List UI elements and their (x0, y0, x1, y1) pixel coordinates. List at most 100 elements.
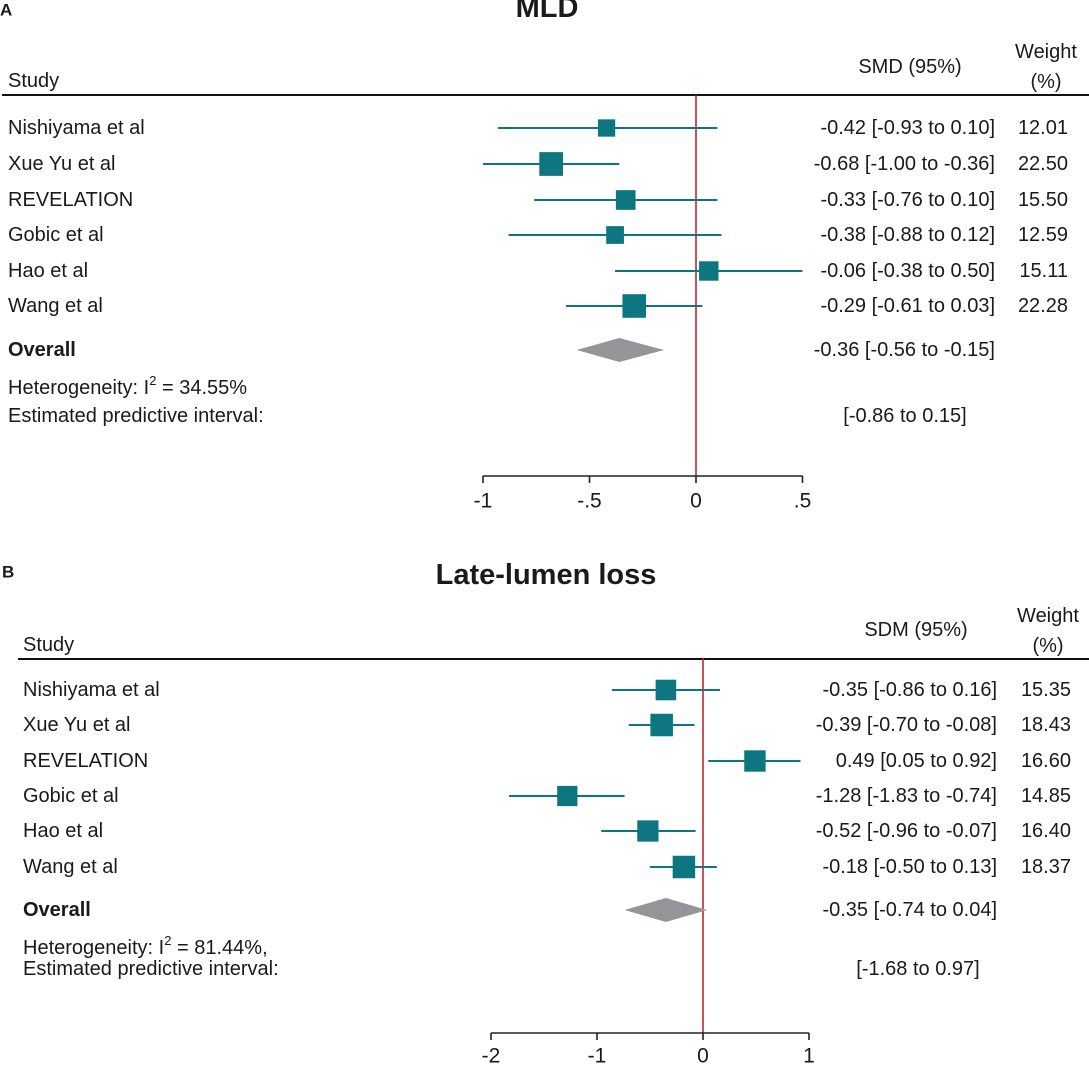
weight-text: 15.50 (1018, 189, 1068, 211)
forest-panel-a: A MLD Study SMD (95%) Weight (%) Nishiyama et … (0, 0, 1089, 513)
panel-title: Late-lumen loss (436, 559, 657, 591)
weight-text: 15.11 (1019, 260, 1068, 282)
study-row: Nishiyama et al -0.42 [-0.93 to 0.10] 12.0… (8, 117, 1068, 139)
effect-estimate-text: -0.39 [-0.70 to -0.08] (816, 714, 997, 736)
study-row: Wang et al -0.18 [-0.50 to 0.13] 18.37 (23, 855, 1071, 879)
x-tick-label: 0 (690, 490, 702, 513)
study-name: Hao et al (23, 820, 103, 842)
effect-estimate-text: -0.42 [-0.93 to 0.10] (820, 117, 995, 139)
x-tick-label: .5 (794, 490, 812, 513)
study-column-header: Study (23, 634, 74, 656)
effect-marker (744, 750, 766, 772)
overall-diamond (576, 338, 665, 362)
overall-effect-text: -0.36 [-0.56 to -0.15] (814, 339, 995, 361)
weight-text: 12.59 (1018, 224, 1068, 246)
weight-text: 14.85 (1021, 785, 1071, 807)
weight-column-header: Weight (1015, 41, 1077, 63)
x-tick-label: 0 (697, 1045, 709, 1066)
effect-estimate-text: -0.52 [-0.96 to -0.07] (816, 820, 997, 842)
overall-label: Overall (23, 899, 91, 921)
overall-row: Overall -0.35 [-0.74 to 0.04] (23, 898, 997, 922)
predictive-interval-label: Estimated predictive interval: (23, 958, 279, 980)
heterogeneity-prefix: Heterogeneity: I (8, 377, 149, 399)
effect-marker (622, 294, 647, 318)
x-tick-label: -.5 (577, 490, 602, 513)
study-name: Wang et al (8, 295, 103, 317)
overall-diamond (624, 898, 708, 922)
panel-title: MLD (516, 0, 579, 24)
weight-column-header-unit: (%) (1030, 71, 1061, 93)
effect-estimate-text: -0.35 [-0.86 to 0.16] (822, 679, 997, 701)
overall-effect-text: -0.35 [-0.74 to 0.04] (822, 899, 997, 921)
study-name: Wang et al (23, 856, 118, 878)
effect-estimate-text: -0.29 [-0.61 to 0.03] (820, 295, 995, 317)
effect-marker (650, 713, 673, 737)
x-tick-label: -1 (474, 490, 493, 513)
x-axis: -1 -.5 0 .5 (474, 475, 812, 513)
study-name: REVELATION (8, 189, 133, 211)
weight-text: 22.50 (1018, 153, 1068, 175)
heterogeneity-superscript: 2 (164, 933, 171, 948)
weight-text: 15.35 (1021, 679, 1071, 701)
predictive-interval-text: [-1.68 to 0.97] (856, 958, 979, 980)
effect-column-header: SMD (95%) (858, 56, 961, 78)
weight-text: 22.28 (1018, 295, 1068, 317)
effect-marker (615, 190, 636, 210)
effect-column-header: SDM (95%) (864, 619, 967, 641)
study-row: Gobic et al -1.28 [-1.83 to -0.74] 14.85 (23, 785, 1071, 807)
study-name: Xue Yu et al (8, 153, 116, 175)
effect-marker (672, 855, 696, 879)
overall-row: Overall -0.36 [-0.56 to -0.15] (8, 338, 995, 362)
weight-column-header-unit: (%) (1032, 635, 1063, 657)
effect-marker (606, 226, 624, 244)
predictive-interval-label: Estimated predictive interval: (8, 405, 264, 427)
effect-marker (597, 119, 616, 137)
effect-marker (637, 820, 659, 842)
effect-marker (699, 261, 719, 281)
study-row: Gobic et al -0.38 [-0.88 to 0.12] 12.59 (8, 224, 1068, 246)
heterogeneity-prefix: Heterogeneity: I (23, 937, 164, 959)
forest-panel-b: B Late-lumen loss Study SDM (95%) Weight (%) N… (2, 559, 1089, 1066)
study-row: REVELATION 0.49 [0.05 to 0.92] 16.60 (23, 750, 1071, 772)
study-name: Nishiyama et al (8, 117, 145, 139)
effect-estimate-text: -0.38 [-0.88 to 0.12] (820, 224, 995, 246)
effect-marker (655, 679, 677, 701)
study-row: Hao et al -0.06 [-0.38 to 0.50] 15.11 (8, 260, 1068, 282)
panel-label: A (0, 1, 12, 20)
x-tick-label: -2 (482, 1045, 501, 1066)
x-tick-label: -1 (588, 1045, 607, 1066)
effect-estimate-text: -1.28 [-1.83 to -0.74] (816, 785, 997, 807)
heterogeneity-superscript: 2 (149, 373, 156, 388)
study-name: Hao et al (8, 260, 88, 282)
study-name: Gobic et al (8, 224, 104, 246)
study-row: Wang et al -0.29 [-0.61 to 0.03] 22.28 (8, 294, 1068, 318)
heterogeneity-value: = 81.44%, (171, 937, 267, 959)
heterogeneity-value: = 34.55% (156, 377, 247, 399)
effect-estimate-text: 0.49 [0.05 to 0.92] (836, 750, 997, 772)
study-row: REVELATION -0.33 [-0.76 to 0.10] 15.50 (8, 189, 1068, 211)
study-row: Xue Yu et al -0.39 [-0.70 to -0.08] 18.43 (23, 713, 1071, 737)
heterogeneity-text: Heterogeneity: I2 = 34.55% (8, 373, 247, 400)
weight-text: 16.60 (1021, 750, 1071, 772)
study-row: Hao et al -0.52 [-0.96 to -0.07] 16.40 (23, 820, 1071, 842)
study-name: Xue Yu et al (23, 714, 131, 736)
predictive-interval-text: [-0.86 to 0.15] (843, 405, 966, 427)
overall-label: Overall (8, 339, 76, 361)
panel-label: B (2, 563, 14, 582)
study-name: Gobic et al (23, 785, 119, 807)
effect-estimate-text: -0.33 [-0.76 to 0.10] (820, 189, 995, 211)
weight-text: 18.43 (1021, 714, 1071, 736)
weight-text: 18.37 (1021, 856, 1071, 878)
effect-estimate-text: -0.68 [-1.00 to -0.36] (814, 153, 995, 175)
heterogeneity-text: Heterogeneity: I2 = 81.44%, (23, 933, 268, 960)
effect-marker (539, 152, 564, 176)
weight-text: 16.40 (1021, 820, 1071, 842)
effect-estimate-text: -0.06 [-0.38 to 0.50] (820, 260, 995, 282)
study-name: Nishiyama et al (23, 679, 160, 701)
study-row: Xue Yu et al -0.68 [-1.00 to -0.36] 22.50 (8, 152, 1068, 176)
weight-column-header: Weight (1017, 605, 1079, 627)
study-column-header: Study (8, 70, 59, 92)
study-row: Nishiyama et al -0.35 [-0.86 to 0.16] 15.3… (23, 679, 1071, 701)
effect-marker (557, 785, 578, 807)
x-tick-label: 1 (803, 1045, 815, 1066)
